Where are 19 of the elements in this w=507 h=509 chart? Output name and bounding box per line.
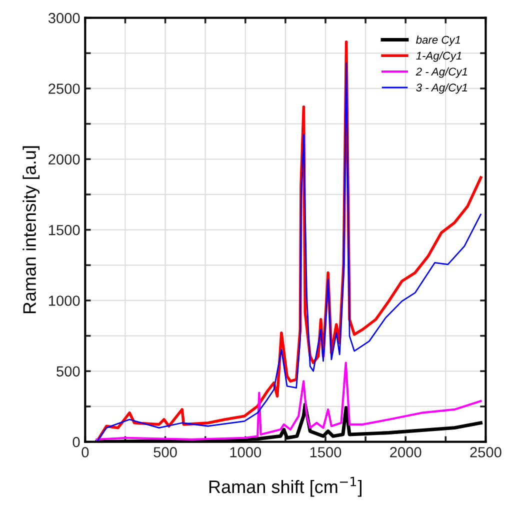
x-tick-label: 2000 (390, 447, 422, 458)
y-tick-label: 1500 (48, 224, 80, 236)
y-tick-label: 500 (56, 366, 80, 377)
y-tick-label: 2000 (48, 154, 80, 165)
x-tick-label: 1000 (230, 447, 262, 458)
x-tick-label: 2500 (470, 447, 502, 458)
y-tick-label: 0 (72, 436, 80, 448)
legend-label: 3 - Ag/Cy1 (416, 83, 467, 94)
x-tick-label: 500 (154, 447, 177, 458)
y-tick-label: 1000 (48, 296, 80, 306)
legend-label: 2 - Ag/Cy1 (416, 67, 467, 78)
y-axis-title: Raman intensity [a.u] (22, 146, 40, 314)
x-tick-label: 1500 (310, 447, 342, 458)
legend-label: bare Cy1 (416, 36, 460, 46)
x-tick-label: 0 (82, 447, 89, 458)
y-tick-label: 2500 (48, 84, 80, 94)
legend-label: 1-Ag/Cy1 (416, 52, 462, 62)
y-tick-label: 3000 (48, 12, 80, 24)
x-axis-title: Raman shift [cm$^{−1}$] (209, 476, 362, 497)
